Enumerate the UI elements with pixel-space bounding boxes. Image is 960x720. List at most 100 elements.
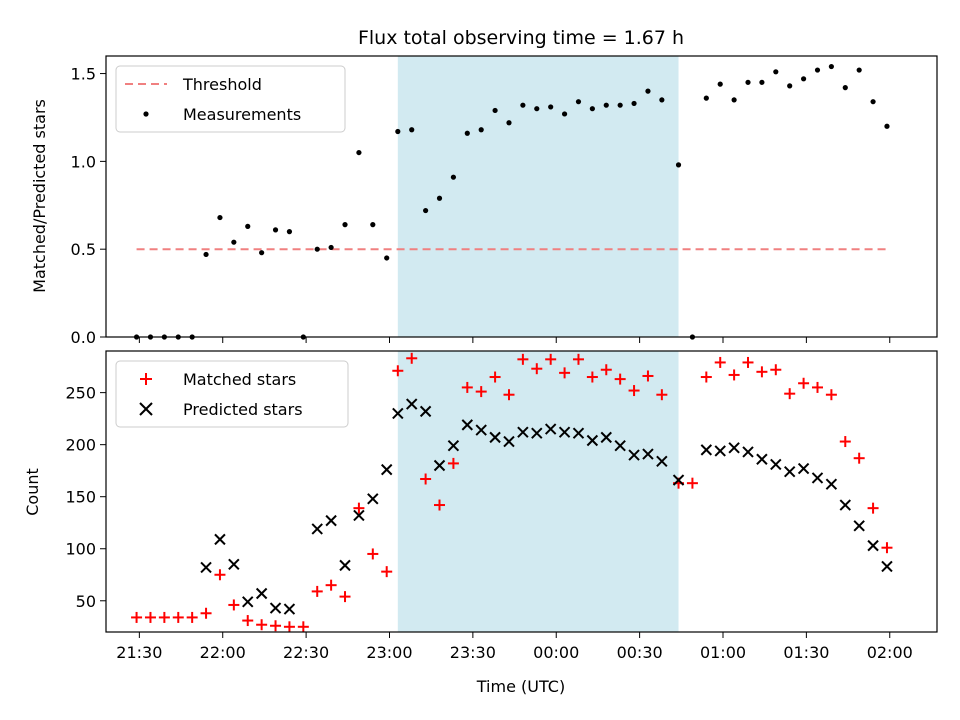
matched-star-point <box>770 364 782 376</box>
x-tick-label: 01:00 <box>700 643 746 662</box>
predicted-star-point <box>797 462 810 475</box>
measurement-point <box>870 99 876 105</box>
matched-star-point <box>628 385 640 397</box>
matched-star-point <box>700 371 712 383</box>
x-tick-label: 00:00 <box>533 643 579 662</box>
matched-star-point <box>742 356 754 368</box>
predicted-star-point <box>311 523 323 535</box>
y-tick-label: 150 <box>65 488 96 507</box>
predicted-star-point <box>353 509 365 522</box>
legend-predicted-swatch <box>139 402 153 416</box>
chart-title: Flux total observing time = 1.67 h <box>358 27 684 49</box>
matched-star-point <box>270 620 282 632</box>
matched-star-point <box>420 473 432 485</box>
predicted-star-point <box>642 448 654 460</box>
legend-threshold-label: Threshold <box>182 75 262 94</box>
matched-star-point <box>756 366 768 378</box>
predicted-star-point <box>811 472 824 484</box>
matched-star-point <box>339 591 351 603</box>
matched-star-point <box>447 457 459 469</box>
matched-star-point <box>158 611 170 623</box>
measurement-point <box>370 222 376 228</box>
predicted-star-point <box>489 431 501 444</box>
matched-star-point <box>642 370 654 382</box>
predicted-star-point <box>406 398 418 410</box>
top-panel: 0.0 0.5 1.0 1.5 Matched/Predicted stars Thr… <box>30 55 938 347</box>
top-legend-box <box>115 65 346 133</box>
measurement-point <box>645 88 651 94</box>
measurement-point <box>842 85 848 91</box>
measurement-point <box>631 100 637 107</box>
legend-predicted-label: Predicted stars <box>183 400 303 419</box>
predicted-star-point <box>853 520 865 532</box>
x-axis-label: Time (UTC) <box>476 677 565 696</box>
matched-star-point <box>489 371 501 383</box>
measurement-point <box>828 63 834 70</box>
y-tick-label: 50 <box>76 592 96 611</box>
measurement-point <box>787 83 793 89</box>
matched-star-point <box>353 502 365 514</box>
matched-star-point <box>559 367 571 379</box>
predicted-star-point <box>614 440 626 452</box>
measurement-point <box>814 67 821 73</box>
predicted-star-points <box>200 398 893 615</box>
y-tick-label: 100 <box>65 540 96 559</box>
measurement-point <box>464 130 470 136</box>
matched-star-point <box>434 499 446 511</box>
predicted-star-point <box>503 435 515 448</box>
measurement-point <box>603 102 609 108</box>
predicted-star-point <box>656 455 668 468</box>
matched-star-point <box>867 502 879 514</box>
matched-star-point <box>503 389 515 401</box>
legend-matched-label: Matched stars <box>183 370 296 389</box>
predicted-star-point <box>242 596 254 608</box>
measurement-point <box>534 106 540 112</box>
predicted-star-point <box>700 444 713 456</box>
matched-star-point <box>853 452 865 464</box>
matched-star-point <box>242 615 254 627</box>
bottom-shaded-span <box>397 351 679 632</box>
measurement-point <box>231 239 237 245</box>
predicted-star-point <box>380 463 393 476</box>
measurement-point <box>409 127 415 133</box>
matched-star-point <box>311 585 323 597</box>
matched-star-point <box>461 381 473 393</box>
measurement-point <box>395 128 401 135</box>
y-tick-label: 250 <box>65 384 96 403</box>
matched-star-point <box>881 542 893 554</box>
predicted-star-point <box>600 431 612 444</box>
matched-star-point <box>600 364 612 376</box>
matched-star-point <box>131 611 143 623</box>
predicted-star-point <box>517 426 529 438</box>
matched-star-point <box>614 373 626 385</box>
top-legend: Threshold Measurements <box>115 65 346 133</box>
measurement-point <box>342 222 348 228</box>
measurement-point <box>548 104 554 110</box>
measurement-point <box>384 255 390 261</box>
predicted-star-point <box>447 440 460 452</box>
predicted-star-point <box>714 445 726 457</box>
matched-star-point <box>656 389 668 401</box>
predicted-star-point <box>881 560 893 573</box>
measurement-point <box>617 102 623 108</box>
measurement-point <box>856 67 862 73</box>
legend-measurement-swatch <box>143 111 149 117</box>
measurement-point <box>436 195 443 201</box>
matched-star-point <box>825 389 837 401</box>
measurement-point <box>272 227 279 233</box>
y-tick-label: 1.5 <box>71 65 96 84</box>
matched-star-point <box>517 353 529 365</box>
matched-star-point <box>798 377 810 389</box>
x-tick-label: 22:30 <box>283 643 329 662</box>
matched-star-point <box>811 381 823 393</box>
matched-star-point <box>283 621 295 633</box>
x-tick-label: 23:30 <box>450 643 496 662</box>
predicted-star-point <box>867 539 879 552</box>
measurement-point <box>356 149 362 156</box>
matched-star-point <box>172 611 184 623</box>
top-y-ticks: 0.0 0.5 1.0 1.5 <box>71 65 106 347</box>
predicted-star-point <box>531 427 543 439</box>
bottom-legend-box <box>115 360 349 428</box>
measurement-point <box>575 99 582 105</box>
